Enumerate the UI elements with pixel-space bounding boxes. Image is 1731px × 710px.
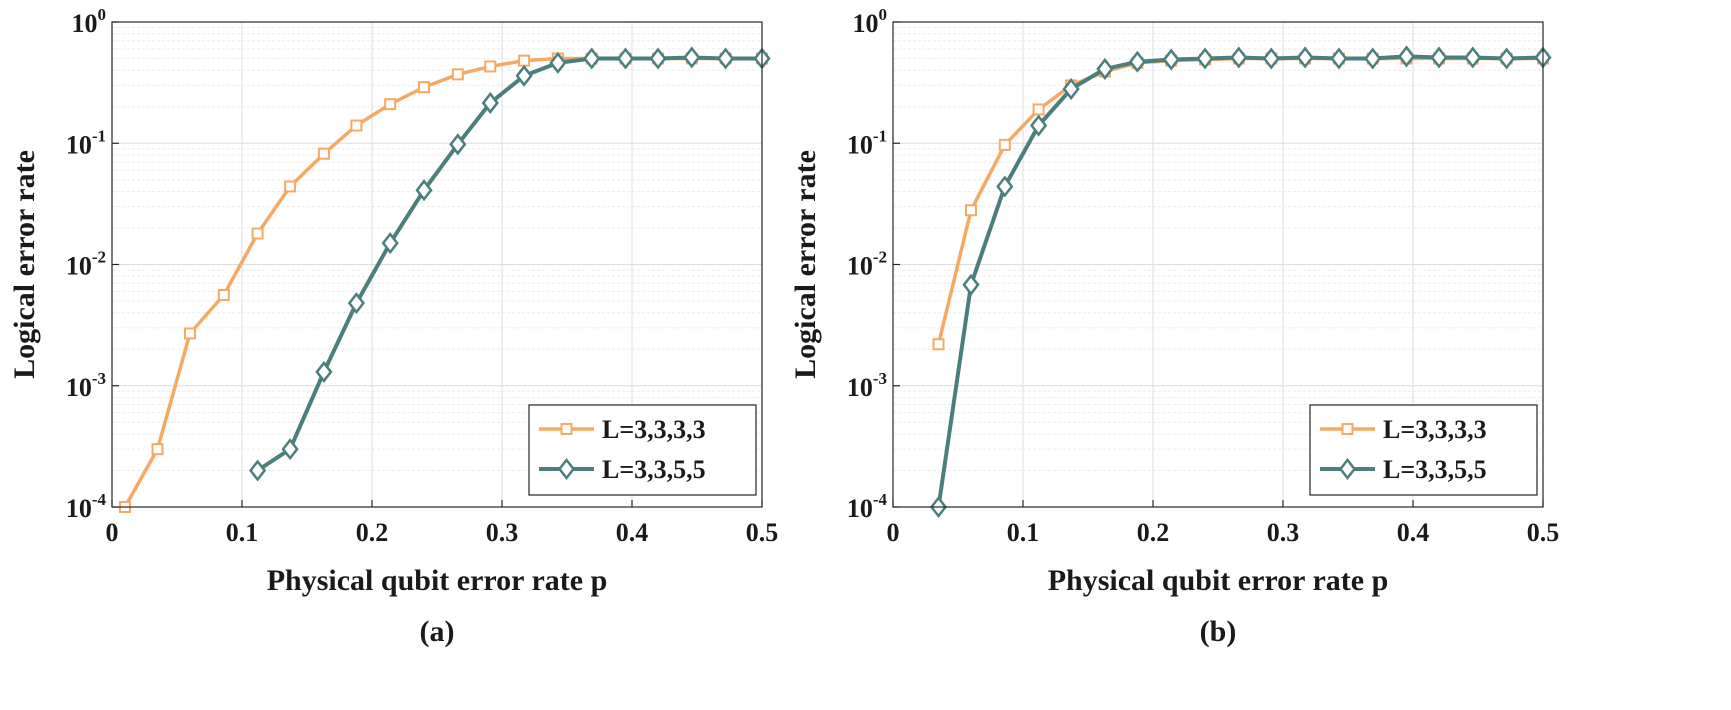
- data-point: [998, 138, 1011, 151]
- data-point: [481, 91, 499, 114]
- x-tick-label: 0.5: [746, 518, 779, 547]
- y-tick-label: 10-2: [847, 248, 887, 281]
- legend-label: L=3,3,5,5: [1383, 455, 1487, 484]
- legend-label: L=3,3,5,5: [602, 455, 706, 484]
- x-tick-label: 0.1: [226, 518, 259, 547]
- data-point: [449, 133, 467, 156]
- data-point: [381, 232, 399, 255]
- data-point: [251, 227, 264, 240]
- legend-label: L=3,3,3,3: [602, 415, 706, 444]
- data-point: [996, 175, 1014, 198]
- y-tick-label: 10-4: [66, 490, 107, 523]
- data-point: [1196, 47, 1214, 70]
- y-tick-label: 100: [72, 5, 107, 38]
- panel-caption: (b): [1200, 615, 1237, 648]
- x-tick-label: 0.1: [1007, 518, 1040, 547]
- data-point: [1262, 47, 1280, 70]
- y-tick-label: 100: [853, 5, 888, 38]
- x-tick-label: 0.3: [1267, 518, 1300, 547]
- legend-box: [528, 404, 757, 496]
- data-point: [451, 68, 464, 81]
- data-point: [1162, 48, 1180, 71]
- data-point: [415, 179, 433, 202]
- data-point: [583, 47, 601, 70]
- data-point: [518, 54, 531, 67]
- data-point: [1230, 46, 1248, 69]
- y-tick-label: 10-2: [66, 248, 106, 281]
- y-tick-label: 10-1: [66, 126, 106, 159]
- panel-caption: (a): [420, 615, 455, 648]
- y-axis-label: Logical error rate: [8, 150, 41, 379]
- y-tick-label: 10-3: [847, 369, 887, 402]
- legend-marker: [1338, 457, 1357, 481]
- data-point: [549, 51, 567, 74]
- data-point: [1030, 114, 1048, 137]
- data-point: [347, 292, 365, 315]
- legend-marker: [557, 457, 576, 481]
- data-point: [965, 204, 977, 217]
- data-point: [1128, 50, 1146, 73]
- x-tick-label: 0: [887, 518, 900, 547]
- data-point: [317, 147, 330, 160]
- legend-marker: [560, 423, 573, 435]
- data-point: [418, 81, 430, 94]
- data-point: [962, 273, 980, 296]
- data-point: [151, 443, 164, 456]
- data-point: [484, 60, 497, 73]
- x-tick-label: 0.4: [1397, 518, 1430, 547]
- data-point: [1032, 103, 1045, 116]
- data-point: [1296, 46, 1314, 69]
- data-point: [315, 360, 333, 383]
- data-point: [1464, 46, 1482, 69]
- data-point: [683, 46, 701, 69]
- data-point: [1330, 47, 1348, 70]
- data-point: [717, 47, 735, 70]
- y-tick-label: 10-3: [66, 369, 106, 402]
- data-point: [1397, 45, 1416, 68]
- data-point: [281, 438, 299, 461]
- data-point: [1062, 77, 1080, 101]
- data-point: [932, 338, 945, 351]
- legend-marker: [1341, 423, 1354, 435]
- data-point: [1498, 47, 1516, 70]
- y-tick-label: 10-1: [847, 126, 887, 159]
- data-point: [1096, 57, 1114, 80]
- series-line: [256, 55, 762, 473]
- data-point: [284, 180, 297, 193]
- data-point: [217, 289, 230, 302]
- data-point: [384, 98, 397, 111]
- x-tick-label: 0.5: [1527, 518, 1560, 547]
- x-tick-label: 0.2: [356, 518, 389, 547]
- data-point: [350, 119, 363, 132]
- legend-label: L=3,3,3,3: [1383, 415, 1487, 444]
- legend: L=3,3,3,3 L=3,3,5,5: [1309, 404, 1538, 496]
- x-tick-label: 0.2: [1137, 518, 1170, 547]
- data-point: [184, 327, 196, 340]
- data-point: [515, 64, 533, 87]
- data-point: [1364, 47, 1382, 70]
- y-tick-label: 10-4: [847, 490, 888, 523]
- data-point: [649, 47, 667, 70]
- x-tick-label: 0: [106, 518, 119, 547]
- x-axis-label: Physical qubit error rate p: [1048, 564, 1389, 597]
- chart-panel-a: 0 0.1 0.2 0.3 0.4 0.5 10-4 10-3 10-2 10-1 100 Physi…: [8, 5, 778, 648]
- x-axis-label: Physical qubit error rate p: [267, 564, 608, 597]
- data-point: [249, 459, 267, 482]
- data-point: [1430, 46, 1448, 69]
- legend: L=3,3,3,3 L=3,3,5,5: [528, 404, 757, 496]
- legend-box: [1309, 404, 1538, 496]
- chart-panel-b: 0 0.1 0.2 0.3 0.4 0.5 10-4 10-3 10-2 10-1 100 Physi…: [789, 5, 1559, 648]
- data-point: [616, 47, 635, 70]
- x-tick-label: 0.4: [616, 518, 649, 547]
- x-tick-label: 0.3: [486, 518, 519, 547]
- y-axis-label: Logical error rate: [789, 150, 822, 379]
